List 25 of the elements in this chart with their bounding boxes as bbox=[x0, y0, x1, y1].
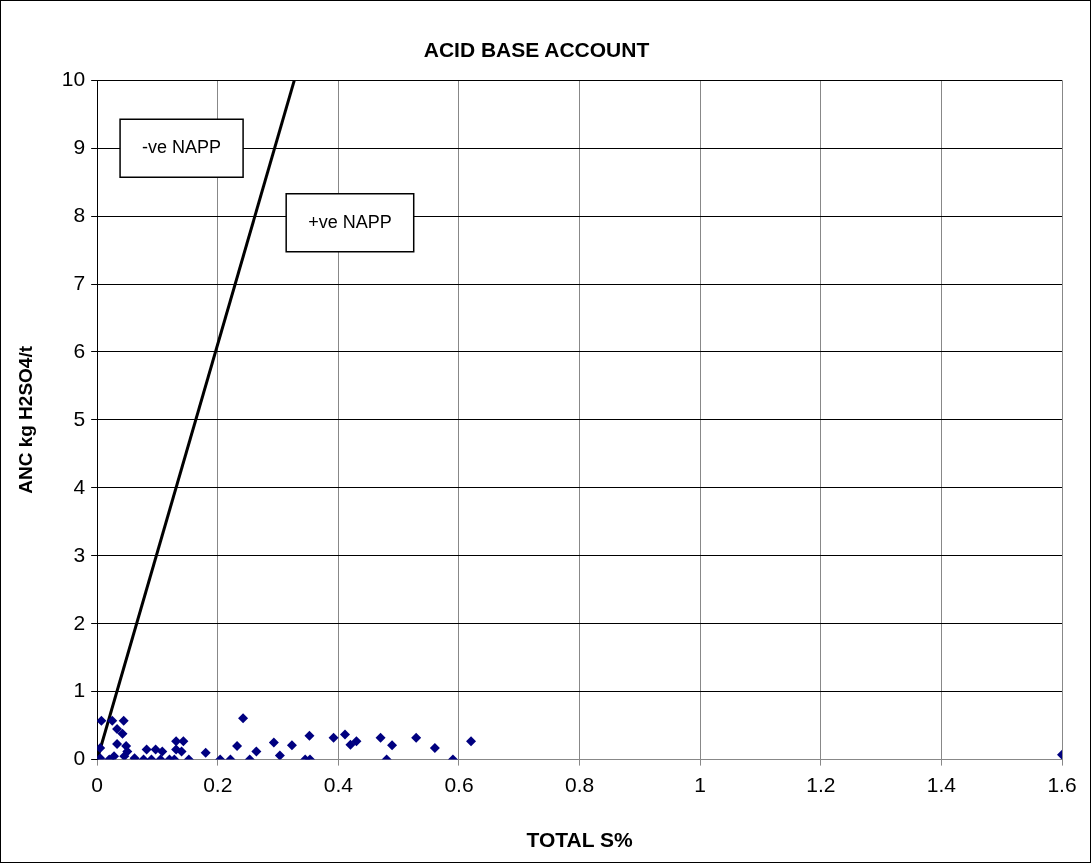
y-tick-label: 4 bbox=[73, 474, 86, 498]
x-tick-label: 1.4 bbox=[926, 773, 957, 796]
x-tick-label: 1.6 bbox=[1047, 773, 1077, 796]
x-tick-label: 0.2 bbox=[203, 773, 233, 796]
x-tick-label: 0 bbox=[91, 773, 103, 796]
y-tick-label: 7 bbox=[73, 270, 86, 294]
y-tick-label: 2 bbox=[73, 610, 86, 634]
x-tick-label: 0.6 bbox=[444, 773, 474, 796]
annotation: +ve NAPP bbox=[308, 211, 392, 232]
y-tick-label: 5 bbox=[73, 406, 86, 430]
annotation: -ve NAPP bbox=[142, 137, 222, 158]
y-tick-label: 10 bbox=[61, 67, 86, 90]
y-tick-label: 0 bbox=[73, 746, 86, 770]
y-axis-title: ANC kg H2SO4/t bbox=[14, 345, 36, 494]
y-tick-label: 3 bbox=[73, 542, 86, 566]
x-tick-label: 0.8 bbox=[564, 773, 595, 796]
chart-title: ACID BASE ACCOUNT bbox=[423, 38, 650, 62]
x-tick-label: 1 bbox=[694, 773, 707, 796]
x-axis-title: TOTAL S% bbox=[526, 828, 633, 852]
y-tick-label: 8 bbox=[73, 202, 86, 226]
y-tick-label: 6 bbox=[73, 338, 86, 362]
x-tick-label: 1.2 bbox=[806, 773, 836, 796]
y-tick-label: 1 bbox=[73, 678, 86, 702]
x-tick-label: 0.4 bbox=[323, 773, 354, 796]
y-tick-label: 9 bbox=[73, 134, 86, 158]
